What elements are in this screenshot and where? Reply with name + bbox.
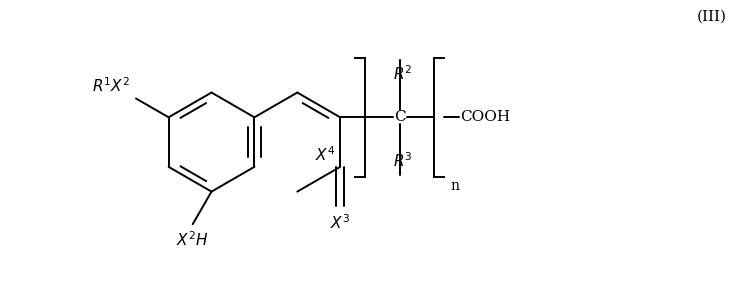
Text: $X^2H$: $X^2H$ xyxy=(177,230,209,249)
Text: COOH: COOH xyxy=(460,110,510,124)
Text: C: C xyxy=(394,110,405,124)
Text: $X^4$: $X^4$ xyxy=(315,145,335,164)
Text: $R^3$: $R^3$ xyxy=(393,151,413,170)
Text: n: n xyxy=(450,179,459,193)
Text: $R^2$: $R^2$ xyxy=(393,65,412,83)
Text: $X^3$: $X^3$ xyxy=(330,213,350,232)
Text: $R^1X^2$: $R^1X^2$ xyxy=(92,76,130,94)
Text: (III): (III) xyxy=(697,9,727,23)
